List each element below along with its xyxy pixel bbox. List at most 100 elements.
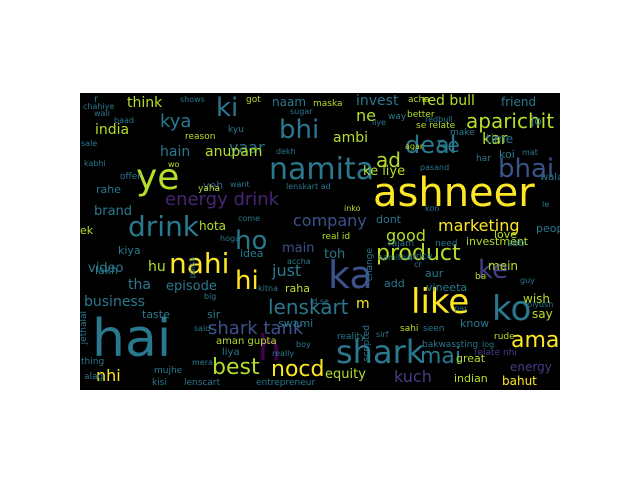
word: bahut: [502, 374, 537, 388]
word: hoga: [220, 234, 240, 243]
word: maska: [313, 99, 343, 109]
word: ke: [478, 255, 509, 285]
word: love: [494, 228, 518, 241]
word: said: [194, 324, 211, 333]
word: kisi: [152, 378, 167, 388]
word: hai: [92, 309, 172, 369]
word: m: [356, 296, 370, 312]
word: say: [532, 307, 553, 321]
word: dekh: [276, 147, 296, 156]
word: yaar: [229, 138, 265, 157]
word: mera: [192, 358, 213, 367]
word: reason: [185, 132, 216, 142]
word: mai: [420, 344, 462, 369]
word: guy: [520, 276, 535, 285]
word: mujhe: [154, 366, 183, 376]
word: ko: [492, 289, 532, 329]
word: ambi: [333, 130, 368, 146]
word: kya: [160, 111, 192, 132]
word: really: [272, 349, 295, 358]
word: ki: [216, 93, 239, 123]
word: inko: [344, 204, 361, 213]
word: lakh: [95, 264, 119, 277]
word: indian: [454, 372, 488, 385]
word: offer: [120, 172, 141, 182]
word: kuch: [394, 367, 432, 386]
word: need: [435, 239, 458, 249]
word: lenskart ad: [286, 182, 331, 191]
word: thing: [81, 357, 105, 367]
word: yaha: [198, 184, 221, 194]
word: like: [411, 282, 470, 322]
word: kar: [482, 129, 508, 148]
word: energy: [510, 360, 552, 374]
word: vineeta: [426, 281, 468, 294]
word: liya: [222, 347, 240, 358]
word: toh: [324, 247, 346, 262]
word: sirf: [376, 330, 389, 339]
word: company: [293, 211, 367, 230]
word: se: [437, 133, 460, 157]
word: better: [407, 110, 435, 120]
word: sir: [207, 308, 221, 321]
word: sale: [81, 139, 98, 148]
word: har: [476, 154, 491, 164]
word: know: [460, 317, 490, 330]
word: namita: [269, 152, 375, 187]
word: scripted: [362, 325, 372, 362]
word: ne: [356, 106, 376, 125]
word: red bull: [422, 93, 475, 109]
word: deal: [405, 131, 457, 159]
word: bhi: [279, 115, 320, 145]
word: bakwassting: [422, 340, 479, 350]
word: ad: [376, 148, 401, 172]
word: koi: [499, 148, 515, 161]
word: india: [95, 122, 130, 138]
word: brand: [94, 204, 133, 219]
word: make: [450, 128, 475, 138]
word: ke liye: [363, 164, 406, 179]
word: seen: [423, 324, 445, 334]
word: wish: [523, 292, 551, 306]
word: shark: [336, 333, 425, 371]
word: jo: [531, 114, 542, 128]
word: time: [486, 132, 514, 146]
word: bhai: [498, 154, 555, 184]
word: big: [204, 292, 217, 301]
word: friend: [501, 95, 537, 109]
word: just: [272, 261, 302, 280]
word: anupam: [205, 144, 263, 160]
word: real id: [322, 232, 351, 242]
word: relate nhi: [474, 348, 517, 358]
word: agar: [405, 142, 424, 151]
word: energy drink: [165, 189, 280, 210]
word: cr: [414, 260, 422, 269]
word: kyu: [228, 125, 244, 135]
word: mein: [488, 259, 519, 273]
word: h: [258, 328, 281, 369]
word: hi: [235, 266, 259, 296]
word: people: [536, 222, 560, 235]
word: par: [454, 304, 468, 313]
word: ka: [328, 253, 373, 297]
word: naam: [272, 95, 307, 109]
word: business: [84, 294, 146, 310]
word: ek: [80, 224, 94, 237]
word: le: [542, 200, 550, 209]
word: aur: [425, 267, 444, 280]
word: tha: [128, 277, 151, 293]
word: nahi: [169, 247, 230, 280]
word: raha: [285, 282, 310, 295]
word: aman gupta: [216, 336, 277, 347]
word: investment: [466, 235, 529, 248]
word: change: [365, 248, 375, 282]
word-cloud: ashneer hai like ka ko shark namita ye d…: [80, 93, 560, 390]
word: shark tank: [208, 318, 304, 339]
word: think: [127, 95, 163, 111]
word: ye: [136, 157, 180, 198]
word: episode: [166, 279, 217, 294]
word: r: [94, 94, 99, 105]
word: baad: [114, 116, 134, 125]
word: kon: [425, 204, 440, 213]
word: log: [482, 340, 495, 349]
